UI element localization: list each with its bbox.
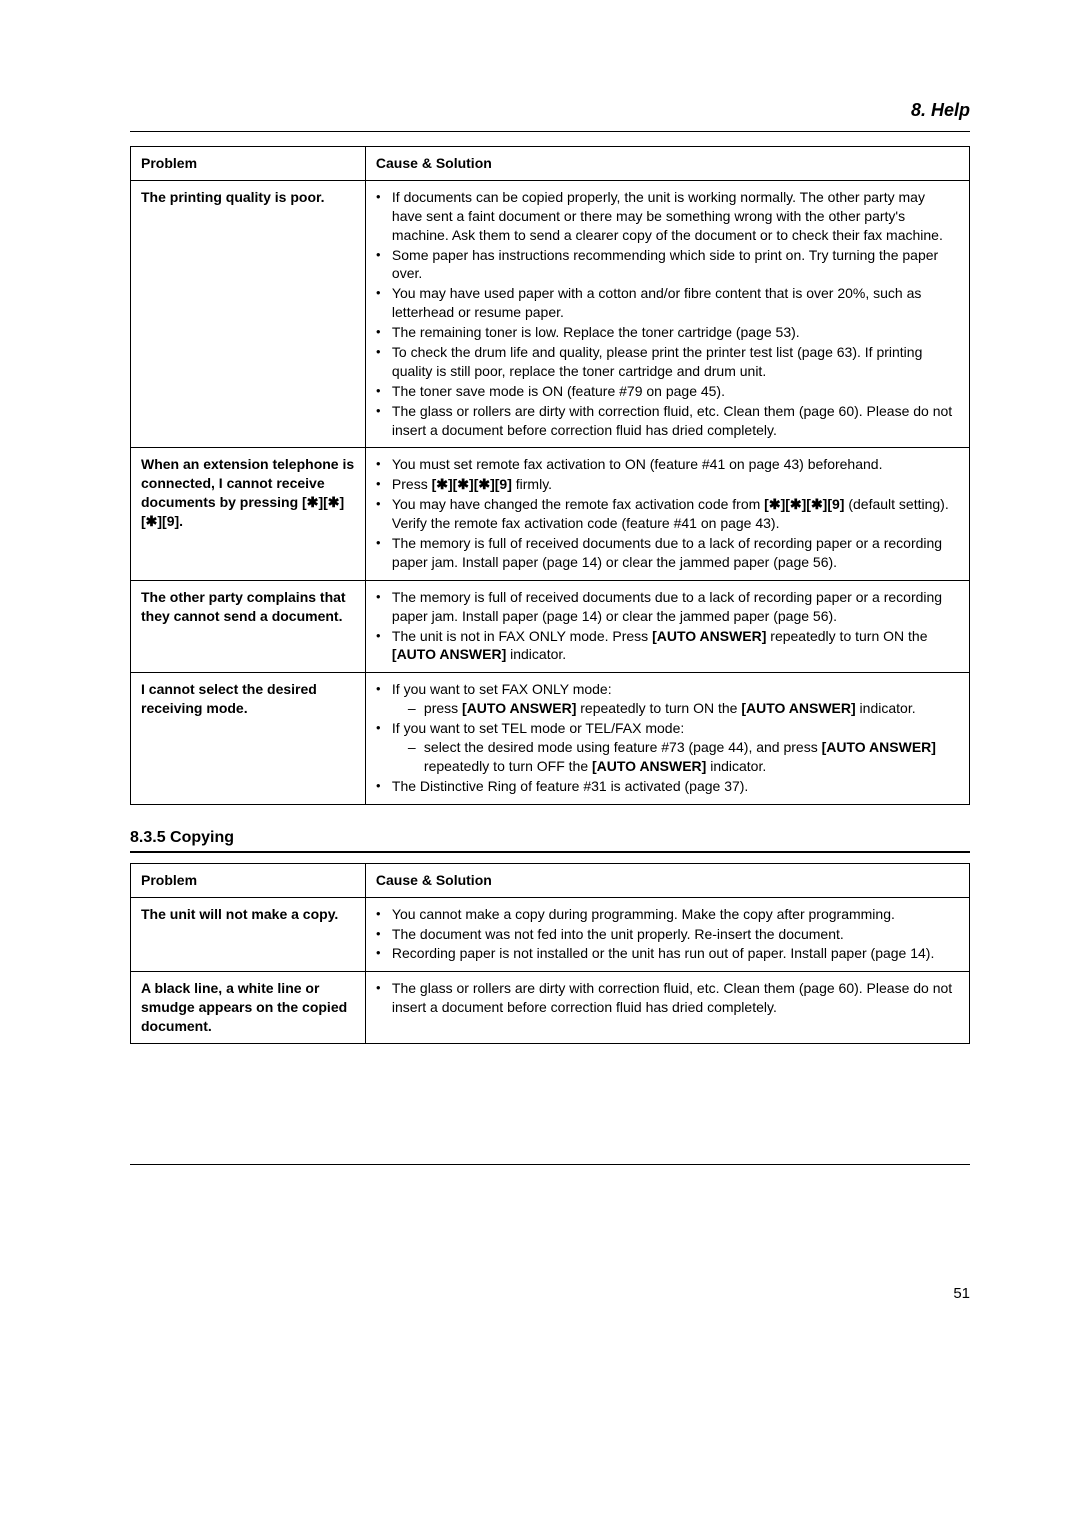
problem-cell: I cannot select the desired receiving mo… bbox=[131, 673, 366, 804]
problem-cell: The printing quality is poor. bbox=[131, 180, 366, 448]
footer-rule bbox=[130, 1164, 970, 1165]
solution-cell: You must set remote fax activation to ON… bbox=[365, 448, 969, 580]
solution-cell: If documents can be copied properly, the… bbox=[365, 180, 969, 448]
solution-item: You cannot make a copy during programmin… bbox=[376, 905, 959, 924]
troubleshoot-table-1: Problem Cause & Solution The printing qu… bbox=[130, 146, 970, 805]
solution-item: Press [✱][✱][✱][9] firmly. bbox=[376, 475, 959, 494]
solution-item: The toner save mode is ON (feature #79 o… bbox=[376, 382, 959, 401]
solution-item: Some paper has instructions recommending… bbox=[376, 246, 959, 284]
problem-cell: A black line, a white line or smudge app… bbox=[131, 972, 366, 1044]
col-header-solution: Cause & Solution bbox=[365, 863, 969, 897]
problem-cell: When an extension telephone is connected… bbox=[131, 448, 366, 580]
solution-item: The document was not fed into the unit p… bbox=[376, 925, 959, 944]
col-header-problem: Problem bbox=[131, 147, 366, 181]
subheading-rule bbox=[130, 851, 970, 853]
solution-cell: The glass or rollers are dirty with corr… bbox=[365, 972, 969, 1044]
solution-cell: If you want to set FAX ONLY mode:press [… bbox=[365, 673, 969, 804]
solution-item: To check the drum life and quality, plea… bbox=[376, 343, 959, 381]
solution-item: The Distinctive Ring of feature #31 is a… bbox=[376, 777, 959, 796]
table-row: The other party complains that they cann… bbox=[131, 580, 970, 673]
solution-item: You may have changed the remote fax acti… bbox=[376, 495, 959, 533]
solution-cell: The memory is full of received documents… bbox=[365, 580, 969, 673]
solution-item: The memory is full of received documents… bbox=[376, 588, 959, 626]
table-row: The printing quality is poor.If document… bbox=[131, 180, 970, 448]
solution-cell: You cannot make a copy during programmin… bbox=[365, 897, 969, 972]
solution-item: Recording paper is not installed or the … bbox=[376, 944, 959, 963]
copying-subheading: 8.3.5 Copying bbox=[130, 829, 970, 847]
table-row: The unit will not make a copy. You cannot… bbox=[131, 897, 970, 972]
col-header-problem: Problem bbox=[131, 863, 366, 897]
section-rule bbox=[130, 131, 970, 132]
solution-item: If documents can be copied properly, the… bbox=[376, 188, 959, 245]
table-row: I cannot select the desired receiving mo… bbox=[131, 673, 970, 804]
problem-cell: The unit will not make a copy. bbox=[131, 897, 366, 972]
col-header-solution: Cause & Solution bbox=[365, 147, 969, 181]
problem-cell: The other party complains that they cann… bbox=[131, 580, 366, 673]
solution-subitem: select the desired mode using feature #7… bbox=[408, 738, 959, 776]
solution-item: You must set remote fax activation to ON… bbox=[376, 455, 959, 474]
table-row: A black line, a white line or smudge app… bbox=[131, 972, 970, 1044]
section-header: 8. Help bbox=[130, 100, 970, 121]
solution-item: If you want to set TEL mode or TEL/FAX m… bbox=[376, 719, 959, 776]
solution-item: The unit is not in FAX ONLY mode. Press … bbox=[376, 627, 959, 665]
table-row: When an extension telephone is connected… bbox=[131, 448, 970, 580]
solution-item: The memory is full of received documents… bbox=[376, 534, 959, 572]
solution-item: You may have used paper with a cotton an… bbox=[376, 284, 959, 322]
solution-subitem: press [AUTO ANSWER] repeatedly to turn O… bbox=[408, 699, 959, 718]
solution-item: If you want to set FAX ONLY mode:press [… bbox=[376, 680, 959, 718]
solution-item: The remaining toner is low. Replace the … bbox=[376, 323, 959, 342]
solution-item: The glass or rollers are dirty with corr… bbox=[376, 979, 959, 1017]
page-number: 51 bbox=[130, 1285, 970, 1302]
troubleshoot-table-2: Problem Cause & Solution The unit will n… bbox=[130, 863, 970, 1044]
solution-item: The glass or rollers are dirty with corr… bbox=[376, 402, 959, 440]
